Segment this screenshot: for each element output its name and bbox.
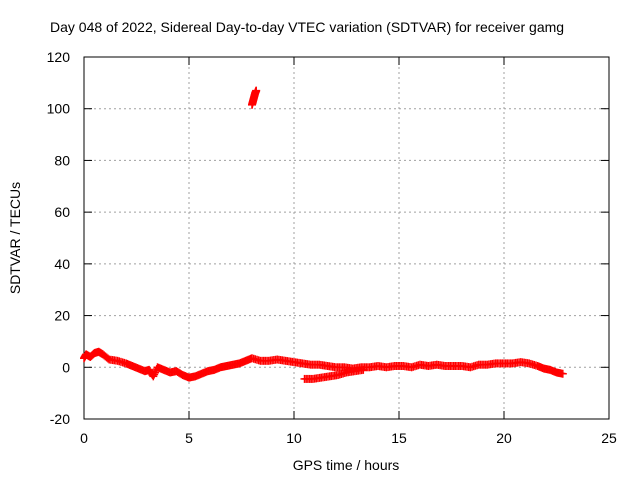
y-tick-label: 20 (54, 308, 70, 324)
data-point (150, 370, 159, 379)
y-tick-label: 80 (54, 152, 70, 168)
axis-ticks (83, 56, 610, 420)
x-axis-label: GPS time / hours (293, 457, 400, 473)
y-tick-label: 100 (47, 101, 71, 117)
y-tick-label: 60 (54, 204, 70, 220)
x-tick-label: 20 (496, 430, 512, 446)
x-tick-label: 25 (601, 430, 617, 446)
y-axis-label: SDTVAR / TECUs (7, 182, 23, 294)
data-point (558, 369, 567, 378)
x-tick-label: 10 (286, 430, 302, 446)
data-point (252, 86, 261, 95)
plot-frame (83, 56, 610, 420)
data-point (149, 372, 158, 381)
data-point (359, 365, 368, 374)
y-tick-label: -20 (50, 411, 70, 427)
x-tick-label: 0 (80, 430, 88, 446)
x-tick-label: 15 (391, 430, 407, 446)
y-tick-label: 40 (54, 256, 70, 272)
chart-title: Day 048 of 2022, Sidereal Day-to-day VTE… (50, 19, 564, 35)
y-tick-label: 120 (47, 49, 71, 65)
y-tick-labels: -20 0 20 40 60 80 100 120 (47, 49, 71, 427)
y-tick-label: 0 (62, 359, 70, 375)
data-point (150, 368, 159, 377)
x-tick-labels: 0 5 10 15 20 25 (80, 430, 617, 446)
data-points (80, 86, 567, 383)
x-tick-label: 5 (185, 430, 193, 446)
